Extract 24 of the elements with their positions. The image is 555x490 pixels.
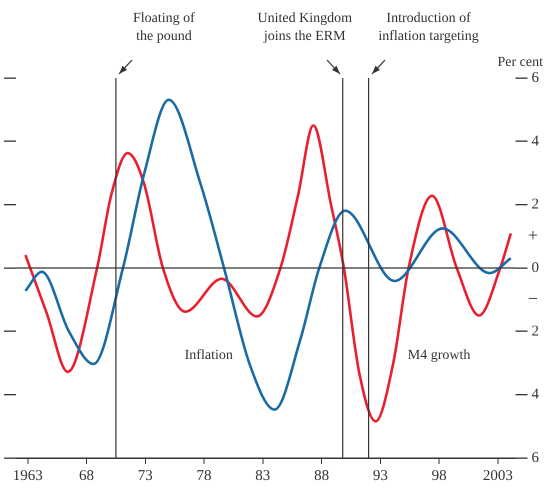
y-axis-title: Per cent <box>498 55 544 70</box>
x-tick-label: 68 <box>79 468 94 484</box>
y-tick-label: 2 <box>532 196 539 213</box>
x-tick-label: 88 <box>314 468 330 484</box>
y-tick-label: 2 <box>532 323 539 340</box>
y-tick-label: 4 <box>532 386 540 403</box>
x-tick-label: 73 <box>138 468 153 484</box>
y-tick-label: 6 <box>532 450 540 466</box>
x-tick-label: 2003 <box>482 468 513 484</box>
text: − <box>528 288 538 308</box>
y-tick-label: 0 <box>532 260 539 276</box>
ref-line-label: Floating of the pound <box>132 11 196 44</box>
y-tick-label: 6 <box>532 70 540 86</box>
x-tick-label: 78 <box>196 468 212 484</box>
x-tick-label: 1963 <box>12 468 43 484</box>
ref-line-label: United Kingdom joins the ERM <box>257 11 352 44</box>
text: + <box>528 225 538 246</box>
x-tick-label: 93 <box>372 468 388 484</box>
series-label: Inflation <box>184 348 233 363</box>
x-tick-label: 98 <box>432 468 447 484</box>
x-tick-label: 83 <box>255 468 270 484</box>
y-tick-label: 4 <box>532 133 540 150</box>
ref-line-label: Introduction of inflation targeting <box>378 11 479 44</box>
series-label: M4 growth <box>408 348 470 363</box>
